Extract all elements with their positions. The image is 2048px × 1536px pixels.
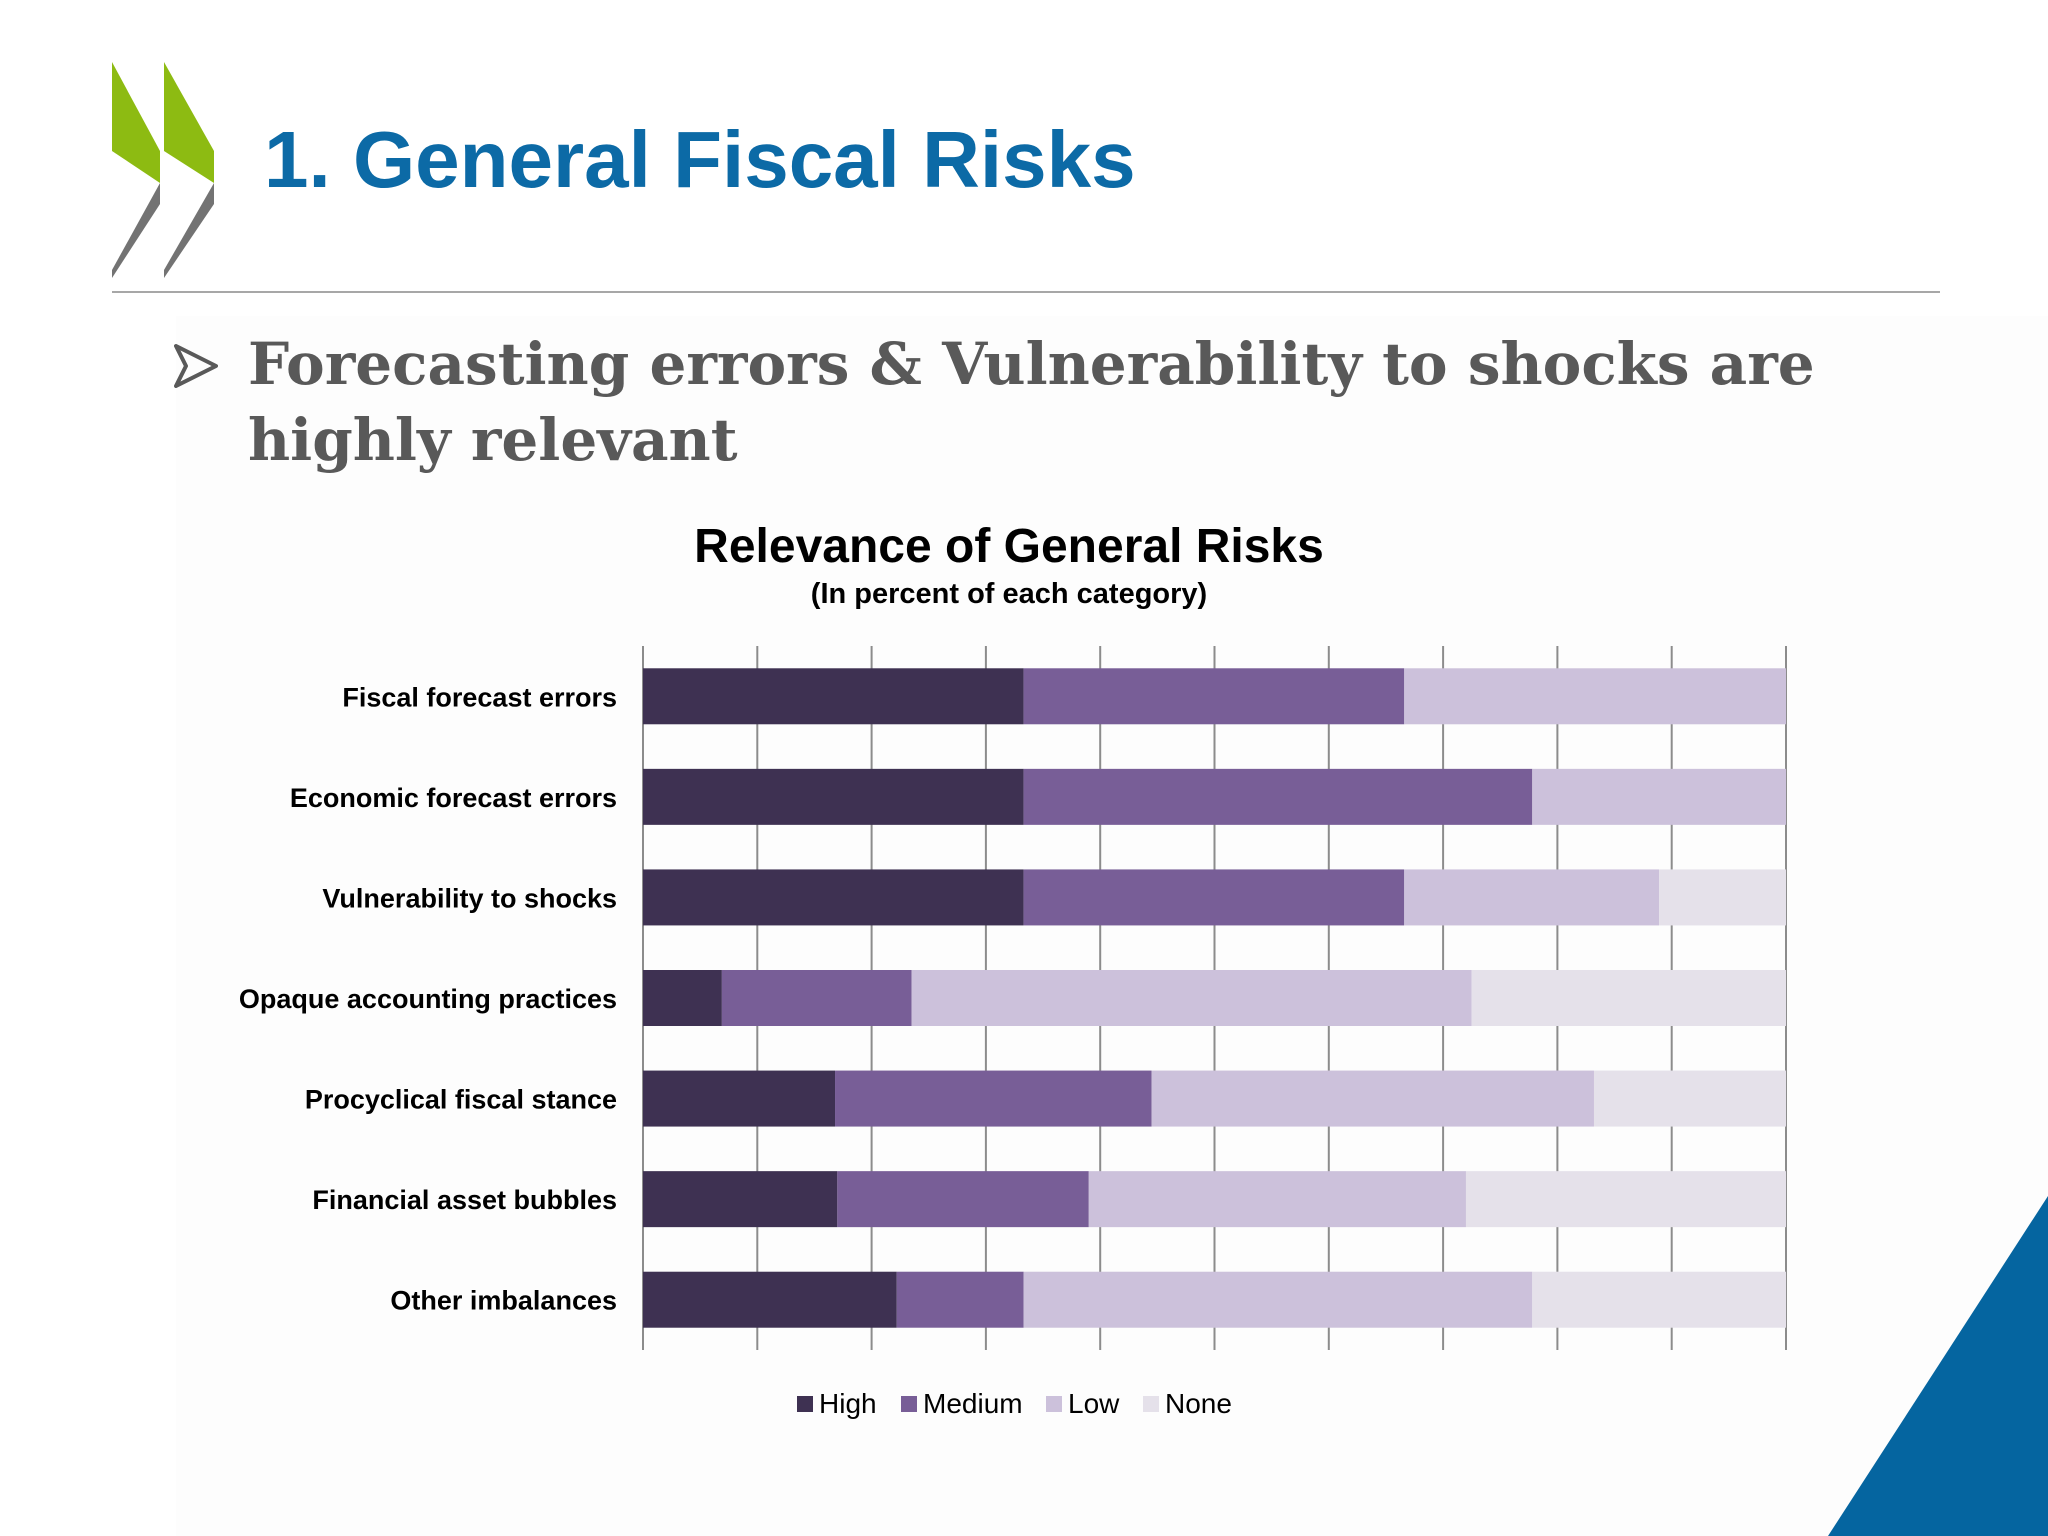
oecd-logo: [112, 62, 214, 278]
category-label: Vulnerability to shocks: [322, 883, 617, 913]
bullet-text: Forecasting errors & Vulnerability to sh…: [248, 330, 1815, 474]
bullet-arrow-icon: [174, 344, 218, 388]
legend-label-medium: Medium: [923, 1388, 1023, 1419]
bar-financial-asset-bubbles-none: [1465, 1171, 1786, 1228]
legend-swatch-none: [1143, 1396, 1159, 1412]
logo-chevron-2-bottom: [164, 183, 214, 278]
bar-fiscal-forecast-errors-high: [643, 668, 1024, 725]
logo-chevron-2-top: [164, 62, 214, 183]
bar-other-imbalances-high: [643, 1271, 897, 1328]
legend-label-low: Low: [1068, 1388, 1120, 1419]
bar-vulnerability-to-shocks-medium: [1023, 869, 1405, 926]
bar-procyclical-fiscal-stance-none: [1593, 1070, 1786, 1127]
bar-fiscal-forecast-errors-medium: [1023, 668, 1405, 725]
legend-swatch-medium: [901, 1396, 917, 1412]
category-label: Fiscal forecast errors: [342, 682, 617, 712]
title-divider: [112, 291, 1940, 293]
legend-label-high: High: [819, 1388, 877, 1419]
bar-vulnerability-to-shocks-none: [1659, 869, 1786, 926]
bar-opaque-accounting-practices-low: [911, 970, 1472, 1026]
legend-swatch-low: [1046, 1396, 1062, 1412]
bar-opaque-accounting-practices-high: [643, 970, 722, 1026]
chart-subtitle: (In percent of each category): [811, 578, 1207, 610]
logo-chevron-1-top: [112, 62, 160, 183]
legend-swatch-high: [797, 1396, 813, 1412]
legend-label-none: None: [1165, 1388, 1232, 1419]
bar-financial-asset-bubbles-low: [1088, 1171, 1466, 1228]
category-labels: Fiscal forecast errors Economic forecast …: [239, 682, 617, 1315]
bar-vulnerability-to-shocks-low: [1404, 869, 1660, 926]
bar-opaque-accounting-practices-medium: [721, 970, 912, 1026]
category-label: Economic forecast errors: [290, 783, 617, 813]
bar-economic-forecast-errors-low: [1532, 768, 1786, 825]
bar-other-imbalances-medium: [896, 1271, 1024, 1328]
content-panel: [176, 316, 2048, 1536]
category-label: Opaque accounting practices: [239, 984, 617, 1014]
logo-chevron-1-bottom: [112, 183, 160, 278]
bar-procyclical-fiscal-stance-low: [1151, 1070, 1594, 1127]
corner-decoration: [1828, 1196, 2048, 1536]
bar-other-imbalances-none: [1532, 1271, 1786, 1328]
bar-vulnerability-to-shocks-high: [643, 869, 1024, 926]
bar-other-imbalances-low: [1023, 1271, 1533, 1328]
category-label: Procyclical fiscal stance: [305, 1085, 617, 1115]
category-label: Financial asset bubbles: [312, 1185, 617, 1215]
bars: [643, 668, 1786, 1328]
legend: High Medium Low None: [797, 1388, 1232, 1419]
category-label: Other imbalances: [390, 1286, 617, 1316]
slide-title: 1. General Fiscal Risks: [264, 115, 1136, 204]
bar-economic-forecast-errors-medium: [1023, 768, 1533, 825]
bar-procyclical-fiscal-stance-high: [643, 1070, 836, 1127]
bar-opaque-accounting-practices-none: [1471, 970, 1786, 1026]
bar-fiscal-forecast-errors-low: [1404, 668, 1786, 725]
chart-title: Relevance of General Risks: [694, 520, 1324, 573]
bar-financial-asset-bubbles-high: [643, 1171, 838, 1228]
bar-economic-forecast-errors-high: [643, 768, 1024, 825]
bar-financial-asset-bubbles-medium: [837, 1171, 1089, 1228]
bar-procyclical-fiscal-stance-medium: [835, 1070, 1152, 1127]
